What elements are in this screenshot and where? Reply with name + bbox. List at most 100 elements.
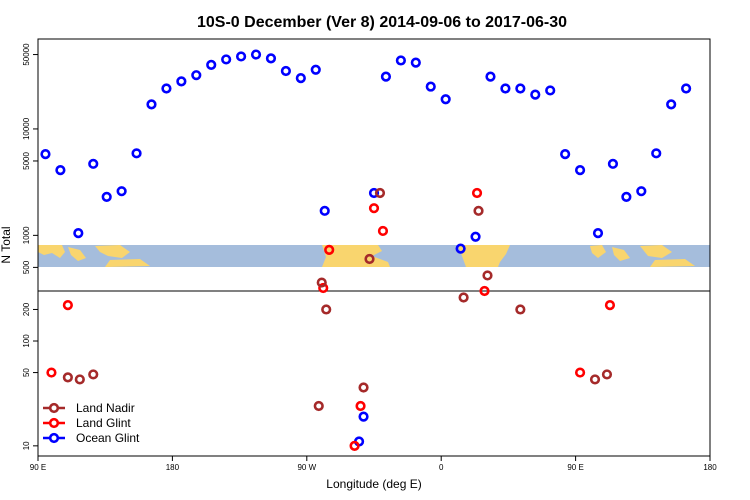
legend-swatch-marker <box>48 432 60 444</box>
ocean-glint-point <box>235 51 247 62</box>
ocean-glint-point <box>666 99 677 110</box>
ocean-glint-point <box>440 94 451 105</box>
land-africa <box>458 245 510 267</box>
land-newguinea-left <box>95 245 130 258</box>
ocean-glint-point <box>73 228 84 239</box>
land-nadir-point <box>74 374 85 385</box>
x-tick-label: 90 E <box>567 463 583 472</box>
plot-frame <box>37 38 711 457</box>
land-nadir-point <box>313 400 324 412</box>
y-tick-label: 1000 <box>22 226 31 244</box>
land-nadir-point <box>589 374 601 385</box>
land-nadir-point <box>358 382 369 393</box>
ocean-glint-point <box>265 53 277 64</box>
ocean-glint-point <box>681 83 692 94</box>
land-nadir-point <box>482 270 493 281</box>
ocean-glint-point <box>295 73 306 84</box>
land-indonesia-right <box>590 245 606 258</box>
ocean-glint-point <box>485 71 496 82</box>
land-nadir-point <box>316 277 327 288</box>
ocean-glint-point <box>500 83 511 94</box>
land-australia-left <box>105 259 150 267</box>
land-australia-right <box>650 259 695 267</box>
legend-swatch-marker <box>48 417 60 429</box>
y-axis: 500 1000 5000 10000 50000 10 50 100 200 <box>22 43 38 450</box>
y-tick-label: 500 <box>22 260 31 274</box>
ocean-glint-point <box>651 148 662 159</box>
chart-title: 10S-0 December (Ver 8) 2014-09-06 to 201… <box>197 14 567 31</box>
land-nadir-point <box>473 205 484 216</box>
land-glint-point <box>604 300 616 311</box>
ocean-glint-point <box>358 411 369 422</box>
ocean-glint-point <box>116 186 127 197</box>
legend-label: Land Nadir <box>76 401 135 415</box>
ocean-glint-point <box>574 165 586 176</box>
x-tick-label: 90 W <box>297 463 316 472</box>
land-glint-point <box>368 203 380 214</box>
ocean-glint-point <box>368 187 380 199</box>
ocean-glint-point <box>395 55 406 66</box>
ocean-glint-point <box>191 70 202 81</box>
land-glint-point <box>479 285 490 297</box>
map-strip <box>38 245 710 267</box>
ocean-glint-point <box>621 191 632 202</box>
land-glint-point <box>324 244 335 256</box>
x-axis: 90 E 180 90 W 0 90 E 180 <box>30 456 717 472</box>
land-glint-point <box>574 367 586 378</box>
x-tick-label: 0 <box>439 463 444 472</box>
land-indonesia-left <box>38 245 65 258</box>
land-nadir-point <box>88 369 99 380</box>
y-tick-label: 100 <box>22 334 31 348</box>
x-tick-label: 90 E <box>30 463 46 472</box>
land-borneo-left <box>68 247 86 261</box>
ocean-glint-point <box>206 59 217 70</box>
y-tick-label: 10000 <box>22 117 31 140</box>
y-axis-label: N Total <box>0 226 13 263</box>
ocean-glint-point <box>636 186 647 197</box>
ocean-glint-point <box>515 83 526 94</box>
y-tick-label: 5000 <box>22 152 31 170</box>
land-glint-point <box>318 282 329 294</box>
y-tick-label: 10 <box>22 441 31 450</box>
land-nadir-point <box>374 187 386 199</box>
ocean-glint-point <box>146 99 157 110</box>
x-tick-label: 180 <box>703 463 717 472</box>
land-nadir-point <box>62 372 73 383</box>
legend-label: Ocean Glint <box>76 431 140 445</box>
ocean-glint-point <box>88 158 99 169</box>
ocean-glint-point <box>592 228 604 239</box>
x-tick-label: 180 <box>166 463 180 472</box>
land-glint-point <box>471 187 483 199</box>
x-axis-label: Longitude (deg E) <box>326 477 421 491</box>
land-nadir-point <box>601 369 613 380</box>
ocean-glint-point <box>310 64 321 75</box>
land-nadir-point <box>515 304 526 315</box>
ocean-glint-point <box>425 81 436 92</box>
legend-label: Land Glint <box>76 416 131 430</box>
ocean-glint-point <box>131 148 142 159</box>
ocean-glint-point <box>101 191 112 202</box>
ocean-glint-point <box>40 149 51 160</box>
land-borneo-right <box>612 247 630 261</box>
ocean-glint-point <box>607 158 619 169</box>
land-glint-point <box>355 400 366 412</box>
land-newguinea-right <box>640 245 672 258</box>
ocean-glint-point <box>545 85 556 96</box>
ocean-glint-point <box>55 165 66 176</box>
ocean-glint-point <box>380 71 392 82</box>
ocean-band <box>38 245 710 267</box>
y-tick-label: 50000 <box>22 43 31 66</box>
land-nadir-point <box>364 253 375 265</box>
data-points <box>40 49 692 451</box>
land-glint-point <box>62 300 73 311</box>
ocean-glint-point <box>530 89 541 100</box>
ocean-glint-point <box>280 65 291 77</box>
ocean-glint-point <box>221 54 232 65</box>
land-glint-point <box>349 440 360 451</box>
y-tick-label: 200 <box>22 302 31 316</box>
legend-swatch-marker <box>48 402 60 414</box>
land-nadir-point <box>458 292 469 303</box>
land-nadir-point <box>321 304 332 315</box>
